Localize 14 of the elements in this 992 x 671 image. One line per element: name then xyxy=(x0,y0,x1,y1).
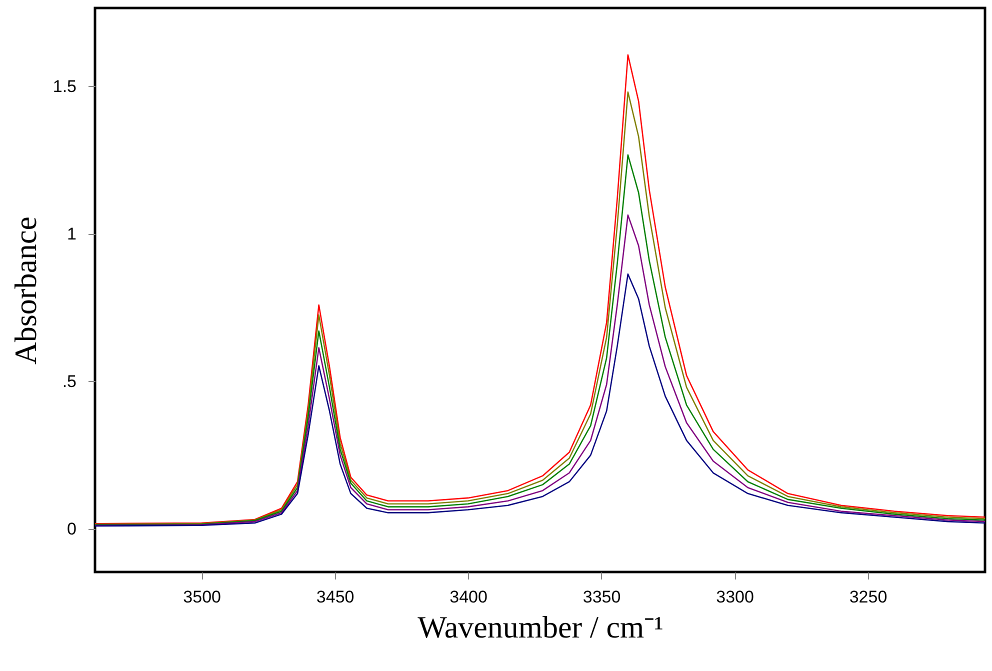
line-series xyxy=(95,214,985,526)
x-tick-label: 3250 xyxy=(849,588,888,606)
x-tick-label: 3500 xyxy=(183,588,221,606)
y-tick-label: 1.5 xyxy=(52,76,76,96)
y-tick-label: .5 xyxy=(62,372,76,391)
x-tick-label: 3300 xyxy=(716,588,754,606)
x-tick-label: 3450 xyxy=(316,588,354,606)
x-tick-label: 3350 xyxy=(582,588,621,606)
x-tick-label: 3400 xyxy=(450,588,488,606)
y-tick-label: 0 xyxy=(67,519,76,538)
line-series xyxy=(95,273,985,527)
y-tick-label: 1 xyxy=(67,224,76,244)
x-axis-title: Wavenumber / cm⁻¹ xyxy=(418,610,664,644)
y-axis-title: Absorbance xyxy=(8,216,43,365)
